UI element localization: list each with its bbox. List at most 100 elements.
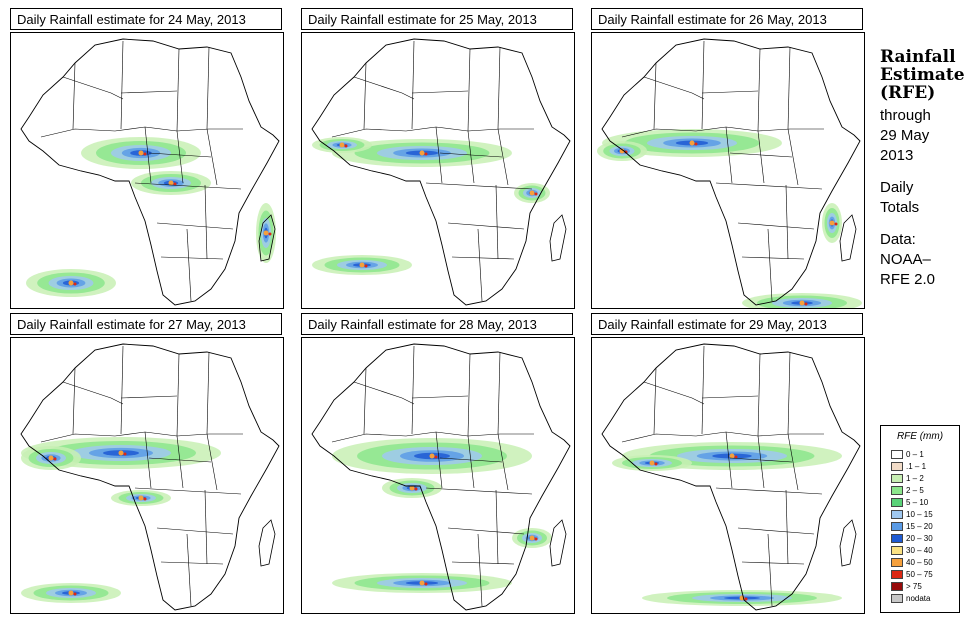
legend-label: 40 – 50 bbox=[906, 558, 933, 567]
country-border bbox=[757, 353, 761, 437]
country-border bbox=[737, 527, 815, 535]
country-border bbox=[757, 435, 765, 489]
legend-swatch bbox=[891, 450, 903, 459]
rainfall-peak bbox=[138, 495, 144, 501]
country-border bbox=[425, 487, 533, 495]
sidebar-info: Rainfall Estimate (RFE) through 29 May 2… bbox=[880, 48, 965, 290]
rainfall-peak bbox=[168, 180, 174, 186]
legend-swatch bbox=[891, 558, 903, 567]
country-border bbox=[497, 128, 509, 186]
country-border bbox=[785, 184, 789, 260]
rainfall-peak bbox=[689, 140, 695, 146]
rainfall-peak bbox=[339, 142, 345, 148]
rainfall-peak bbox=[649, 460, 655, 466]
country-border bbox=[160, 561, 224, 565]
country-border bbox=[144, 431, 152, 489]
country-border bbox=[72, 62, 76, 130]
country-border bbox=[451, 561, 515, 565]
country-border bbox=[497, 351, 501, 435]
rainfall-peak bbox=[429, 453, 435, 459]
country-border bbox=[497, 46, 501, 130]
legend-label: nodata bbox=[906, 594, 931, 603]
rainfall-map bbox=[301, 32, 575, 309]
madagascar-outline bbox=[258, 519, 276, 567]
country-border bbox=[767, 228, 773, 302]
rainfall-peak bbox=[173, 182, 177, 186]
rainfall-peak bbox=[729, 453, 735, 459]
legend-label: 0 – 1 bbox=[906, 450, 924, 459]
map-panel-may-26: Daily Rainfall estimate for 26 May, 2013 bbox=[591, 8, 865, 309]
rainfall-map bbox=[301, 337, 575, 614]
rainfall-peak bbox=[68, 280, 74, 286]
country-border bbox=[439, 152, 503, 158]
country-border bbox=[204, 489, 208, 565]
country-border bbox=[643, 381, 705, 405]
country-border bbox=[156, 527, 234, 535]
madagascar-outline bbox=[549, 519, 567, 567]
legend-swatch bbox=[891, 462, 903, 471]
country-border bbox=[411, 345, 415, 435]
map-panel-may-24: Daily Rainfall estimate for 24 May, 2013 bbox=[10, 8, 284, 309]
country-border bbox=[148, 152, 212, 158]
country-border bbox=[787, 433, 799, 491]
country-border bbox=[72, 367, 76, 435]
panel-title: Daily Rainfall estimate for 28 May, 2013 bbox=[301, 313, 573, 335]
coastline bbox=[311, 38, 571, 306]
country-border bbox=[467, 130, 475, 184]
rainfall-peak bbox=[654, 462, 658, 466]
country-border bbox=[435, 431, 443, 489]
country-border bbox=[467, 353, 471, 437]
legend-swatch bbox=[891, 534, 903, 543]
rainfall-peak bbox=[143, 152, 147, 156]
country-border bbox=[715, 182, 823, 190]
country-border bbox=[701, 345, 705, 435]
rainfall-peak bbox=[48, 455, 54, 461]
rainfall-peak bbox=[344, 144, 348, 148]
legend-swatch bbox=[891, 486, 903, 495]
country-border bbox=[425, 182, 533, 190]
country-border bbox=[134, 487, 242, 495]
coastline bbox=[601, 343, 861, 611]
rainfall-peak bbox=[834, 222, 838, 226]
country-border bbox=[134, 182, 242, 190]
map-panel-may-25: Daily Rainfall estimate for 25 May, 2013 bbox=[301, 8, 575, 309]
country-border bbox=[144, 126, 152, 184]
africa-map bbox=[597, 38, 862, 308]
country-border bbox=[451, 256, 515, 260]
rainfall-peak bbox=[73, 282, 77, 286]
rainfall-peak bbox=[534, 192, 538, 196]
country-border bbox=[353, 76, 415, 100]
africa-map bbox=[311, 38, 571, 306]
totals-line: Daily bbox=[880, 179, 914, 196]
country-border bbox=[447, 527, 525, 535]
country-border bbox=[467, 435, 475, 489]
legend-label: .1 – 1 bbox=[906, 462, 927, 471]
africa-map bbox=[20, 38, 280, 306]
country-border bbox=[495, 184, 499, 260]
country-border bbox=[621, 431, 824, 443]
panel-title: Daily Rainfall estimate for 29 May, 2013 bbox=[591, 313, 863, 335]
legend-label: 20 – 30 bbox=[906, 534, 933, 543]
legend-swatch bbox=[891, 474, 903, 483]
country-border bbox=[787, 46, 791, 130]
country-border bbox=[729, 152, 793, 158]
country-border bbox=[148, 457, 212, 463]
coastline bbox=[311, 343, 571, 611]
country-border bbox=[411, 40, 415, 130]
legend-label: 10 – 15 bbox=[906, 510, 933, 519]
legend-swatch bbox=[891, 570, 903, 579]
country-border bbox=[653, 367, 657, 435]
rainfall-peak bbox=[138, 150, 144, 156]
country-border bbox=[186, 533, 192, 607]
country-border bbox=[411, 90, 469, 94]
country-border bbox=[176, 353, 180, 437]
rainfall-peak bbox=[804, 302, 808, 306]
country-border bbox=[741, 256, 805, 260]
africa-map bbox=[311, 343, 571, 611]
country-border bbox=[156, 222, 234, 230]
country-border bbox=[701, 395, 759, 399]
rainfall-peak bbox=[68, 590, 74, 596]
country-border bbox=[353, 381, 415, 405]
legend: RFE (mm) 0 – 1 .1 – 1 1 – 2 2 – 5 5 – 10 10 –… bbox=[880, 425, 960, 613]
rainfall-peak bbox=[263, 230, 269, 236]
